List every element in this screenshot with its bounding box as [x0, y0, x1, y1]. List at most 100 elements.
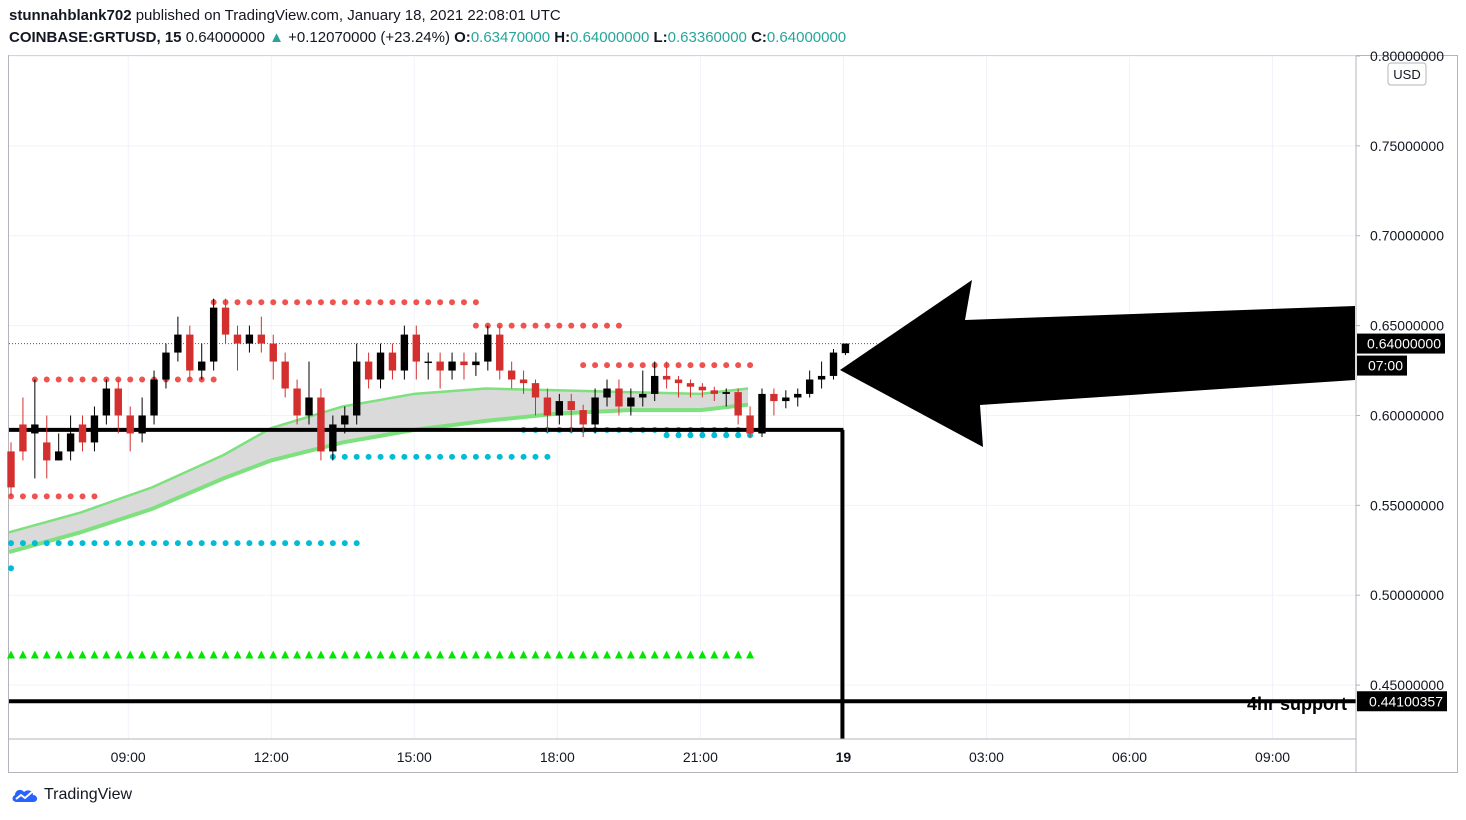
resistance-dot [723, 362, 730, 369]
candle-body [603, 388, 611, 398]
candle-body [150, 379, 158, 416]
signal-triangle [579, 650, 588, 659]
close-label: C: [751, 29, 767, 46]
signal-triangle [161, 650, 170, 659]
band-upper-line [8, 387, 749, 534]
resistance-dot [580, 362, 587, 369]
support-dot [353, 540, 360, 547]
countdown-tag: 07:00 [1368, 358, 1403, 374]
signal-triangle [662, 650, 671, 659]
support-dot [139, 540, 146, 547]
resistance-dot [43, 493, 50, 500]
candle-body [591, 397, 599, 425]
candle-body [496, 334, 504, 371]
up-triangle-icon: ▲ [269, 29, 284, 46]
candle-body [54, 451, 63, 461]
support-dot [675, 432, 682, 439]
currency-label: USD [1393, 67, 1420, 82]
symbol-name[interactable]: COINBASE:GRTUSD, 15 [9, 29, 182, 46]
signal-triangle [257, 650, 266, 659]
candle-body [388, 352, 397, 371]
x-tick-label: 06:00 [1112, 749, 1147, 765]
candle-body [376, 352, 385, 380]
signal-triangle [221, 650, 230, 659]
candle-body [734, 392, 742, 416]
resistance-dot [580, 322, 587, 329]
x-tick-label: 12:00 [254, 749, 289, 765]
x-tick-label: 18:00 [540, 749, 575, 765]
author-name[interactable]: stunnahblank702 [9, 7, 132, 24]
open-value: 0.63470000 [470, 29, 551, 46]
candle-body [66, 433, 75, 452]
signal-triangle [138, 650, 147, 659]
signal-triangle [305, 650, 314, 659]
candle-body [698, 386, 707, 391]
support-dot [663, 432, 670, 439]
signal-triangle [185, 650, 194, 659]
candle-body [567, 401, 575, 411]
signal-triangle [209, 650, 218, 659]
candle-body [722, 392, 730, 394]
support-dot [31, 540, 38, 547]
candle-body [281, 361, 289, 389]
support-dot [103, 540, 110, 547]
resistance-dot [389, 299, 396, 306]
resistance-dot [329, 299, 336, 306]
close-value: 0.64000000 [766, 29, 847, 46]
support-dot [544, 453, 551, 460]
signal-triangle [531, 650, 540, 659]
signal-triangle [54, 650, 63, 659]
support-price-tag: 0.44100357 [1369, 693, 1443, 709]
candle-body [805, 379, 814, 394]
high-value: 0.64000000 [570, 29, 650, 46]
signal-triangle [78, 650, 87, 659]
publish-line: stunnahblank702 published on TradingView… [9, 7, 561, 24]
signal-triangle [126, 650, 135, 659]
resistance-dot [91, 493, 98, 500]
resistance-dot [675, 362, 682, 369]
candle-body [484, 334, 492, 362]
candle-body [317, 397, 325, 452]
support-dot [222, 540, 229, 547]
support-dot [19, 540, 26, 547]
resistance-dot [282, 299, 289, 306]
signal-triangle [269, 650, 278, 659]
y-tick-label: 0.80000000 [1370, 48, 1444, 64]
signal-triangle [722, 650, 731, 659]
resistance-dot [627, 362, 634, 369]
brand-footer[interactable]: TradingView [10, 786, 132, 804]
candle-body [102, 388, 111, 416]
signal-triangle [173, 650, 182, 659]
signal-triangle [150, 650, 159, 659]
resistance-dot [425, 299, 432, 306]
signal-triangle [424, 650, 433, 659]
support-dot [282, 540, 289, 547]
support-dot [67, 540, 74, 547]
signal-triangle [30, 650, 39, 659]
resistance-dot [246, 299, 253, 306]
candle-body [674, 379, 683, 384]
candle-body [507, 370, 516, 380]
signal-triangle [555, 650, 564, 659]
signal-triangle [519, 650, 528, 659]
resistance-dot [43, 376, 50, 383]
signal-triangle [626, 650, 635, 659]
candle-body [174, 334, 182, 353]
support-dot [317, 540, 324, 547]
signal-triangle [197, 650, 206, 659]
resistance-dot [139, 376, 146, 383]
candle-body [341, 415, 349, 425]
candle-body [794, 393, 802, 398]
support-dot [460, 453, 467, 460]
support-dot [151, 540, 158, 547]
candle-body [651, 375, 659, 394]
support-dot [8, 565, 14, 572]
resistance-dot [55, 376, 62, 383]
candle-body [293, 388, 301, 416]
resistance-dot [67, 376, 74, 383]
candle-body [758, 393, 766, 434]
signal-triangle [448, 650, 457, 659]
signal-triangle [114, 650, 123, 659]
currency-box[interactable]: USD [1387, 62, 1427, 86]
